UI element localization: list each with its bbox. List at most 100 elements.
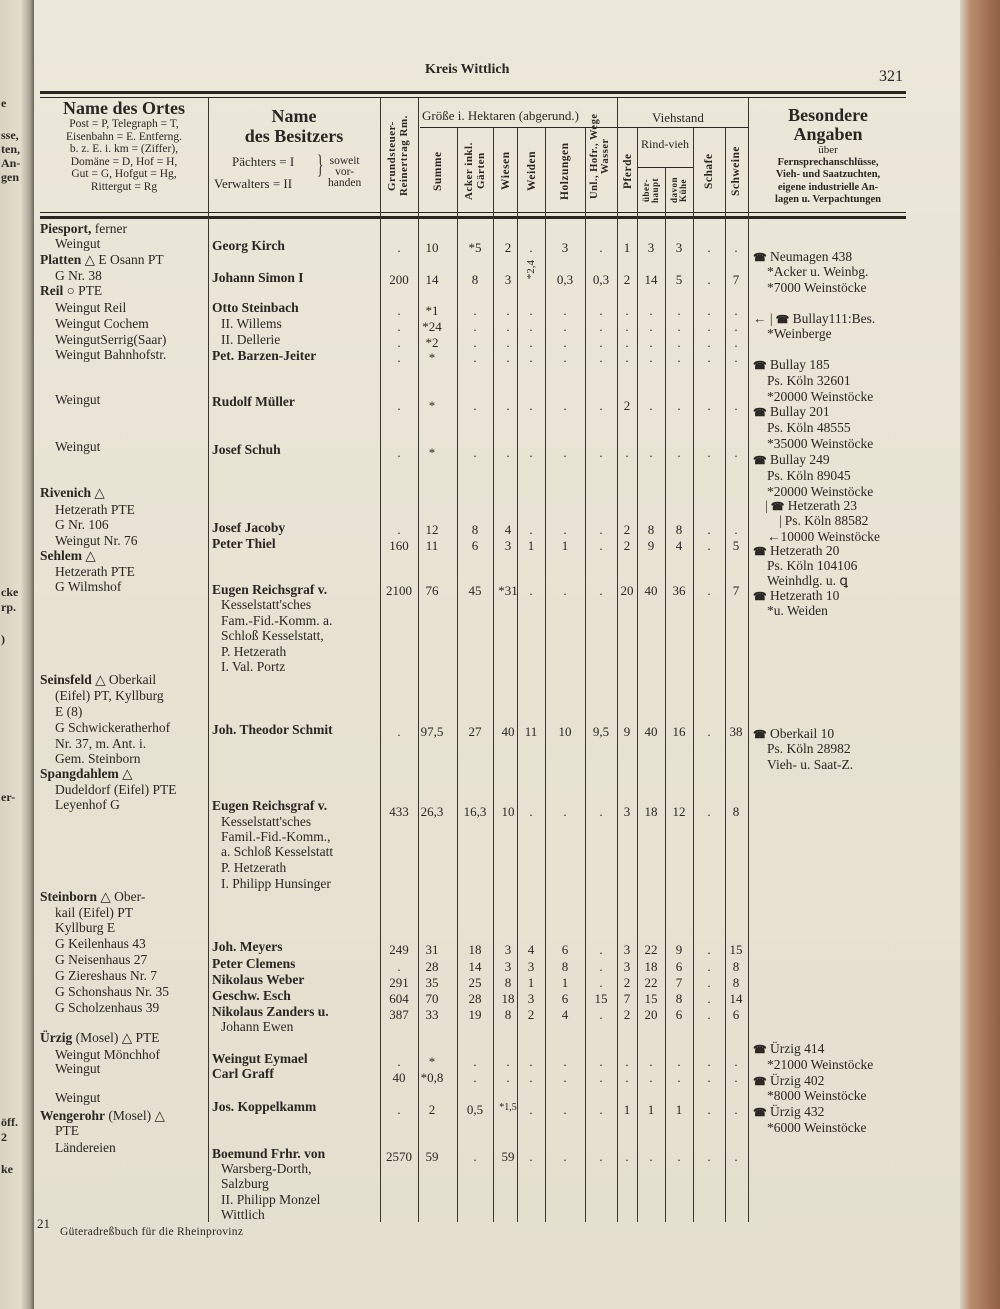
place-name: Platten <box>40 252 82 267</box>
table-cell: 7 <box>675 975 683 990</box>
note-text: *Weinberge <box>767 326 832 341</box>
table-cell: . <box>625 335 629 350</box>
table-cell: 22 <box>644 975 658 990</box>
notes-sub-line: Vieh- und Saatzuchten, <box>775 169 881 180</box>
table-cell: 18 <box>468 942 482 957</box>
note-text: *Acker u. Weinbg. <box>767 264 869 279</box>
note-line: *7000 Weinstöcke <box>767 280 867 295</box>
table-cell: 3 <box>623 959 631 974</box>
note-line: *Acker u. Weinbg. <box>767 264 868 279</box>
table-cell: 31 <box>425 942 439 957</box>
table-cell: . <box>397 1054 401 1069</box>
place-detail: △ <box>118 766 133 781</box>
previous-page-fragment: 2 <box>1 1130 7 1144</box>
owner-header-verw: Verwalters = II <box>214 176 293 191</box>
note-text: *21000 Weinstöcke <box>767 1057 874 1072</box>
table-cell: . <box>563 350 567 365</box>
note-text: *20000 Weinstöcke <box>767 484 874 499</box>
table-cell: 2100 <box>386 583 412 598</box>
place-line: PTE <box>55 1123 79 1138</box>
table-cell: . <box>506 319 510 334</box>
table-cell: . <box>397 445 401 460</box>
column-divider <box>208 98 209 1222</box>
table-cell: 14 <box>729 991 743 1006</box>
table-cell: . <box>625 319 629 334</box>
table-cell: . <box>506 350 510 365</box>
table-cell: 7 <box>732 583 740 598</box>
note-line: ☎ Ürzig 402 <box>753 1073 824 1090</box>
previous-page-fragment: ) <box>1 632 5 646</box>
table-cell: 8 <box>471 522 479 537</box>
table-cell: . <box>397 1102 401 1117</box>
owner-line: Nikolaus Zanders u. <box>212 1004 329 1019</box>
table-cell: . <box>397 398 401 413</box>
table-cell: . <box>599 240 603 255</box>
table-cell: . <box>529 335 533 350</box>
place-line: Weingut Cochem <box>55 316 149 331</box>
note-text: Hetzerath 10 <box>770 588 840 603</box>
owner-line: Jos. Koppelkamm <box>212 1099 317 1114</box>
place-detail: kail (Eifel) PT <box>55 905 133 920</box>
place-line: E (8) <box>55 704 82 719</box>
owner-header-title: Name <box>271 106 317 126</box>
owner-header: Name des Besitzers <box>210 106 378 146</box>
note-line: Ps. Köln 89045 <box>767 468 851 483</box>
table-cell: . <box>707 959 711 974</box>
table-cell: . <box>563 1102 567 1117</box>
col-header-holzungen: Holzungen <box>559 142 571 200</box>
table-cell: 200 <box>389 272 409 287</box>
note-line: ☎ Oberkail 10 <box>753 726 834 743</box>
table-cell: . <box>707 272 711 287</box>
table-cell: 1 <box>561 538 569 553</box>
legend-line: Gut = G, Hofgut = Hg, <box>71 168 177 181</box>
table-cell: 4 <box>504 522 512 537</box>
telephone-icon: ☎ <box>753 1076 767 1088</box>
table-cell: . <box>529 583 533 598</box>
notes-header-title: Besondere <box>788 105 868 125</box>
note-text: Vieh- u. Saat-Z. <box>767 757 854 772</box>
owner-line: Kesselstatt'sches <box>221 814 312 829</box>
column-divider <box>380 98 381 1222</box>
header-bottom-rule <box>40 216 906 219</box>
table-cell: . <box>506 445 510 460</box>
place-detail: △ <box>82 548 96 563</box>
table-cell: 10 <box>558 724 572 739</box>
table-cell: . <box>599 942 603 957</box>
table-cell: . <box>734 350 738 365</box>
table-cell: 38 <box>729 724 743 739</box>
table-cell: . <box>677 319 681 334</box>
table-cell: . <box>563 319 567 334</box>
table-cell: 9 <box>623 724 631 739</box>
table-cell: . <box>707 1007 711 1022</box>
table-cell: 1 <box>527 975 535 990</box>
place-detail: ○ PTE <box>63 283 103 298</box>
table-cell: 1 <box>527 538 535 553</box>
table-cell: . <box>529 804 533 819</box>
table-cell: . <box>599 1149 603 1164</box>
place-line: Platten △ E Osann PT <box>40 252 164 267</box>
place-detail: Hetzerath PTE <box>55 564 135 579</box>
place-header: Name des Ortes Post = P, Telegraph = T, … <box>40 98 208 194</box>
table-cell: . <box>707 1054 711 1069</box>
table-cell: . <box>734 522 738 537</box>
note-text: ←10000 Weinstöcke <box>767 529 881 544</box>
note-line: *20000 Weinstöcke <box>767 389 873 404</box>
table-cell: 33 <box>425 1007 439 1022</box>
table-cell: 8 <box>732 804 740 819</box>
table-cell: . <box>734 240 738 255</box>
place-detail: △ E Osann PT <box>81 252 164 267</box>
legend-line: b. z. E. i. km = (Ziffer), <box>69 143 179 156</box>
place-line: Weingut <box>55 1061 100 1076</box>
table-cell: . <box>563 1054 567 1069</box>
table-cell: 40 <box>644 724 658 739</box>
table-cell: . <box>529 398 533 413</box>
table-cell: . <box>529 303 533 318</box>
table-cell: . <box>734 445 738 460</box>
table-cell: . <box>677 445 681 460</box>
area-group-rule <box>420 127 618 128</box>
note-text: Bullay 201 <box>770 404 830 419</box>
col-header-schweine: Schweine <box>730 146 742 196</box>
table-cell: . <box>707 804 711 819</box>
place-line: kail (Eifel) PT <box>55 905 133 920</box>
notes-header-title2: Angaben <box>793 124 863 144</box>
